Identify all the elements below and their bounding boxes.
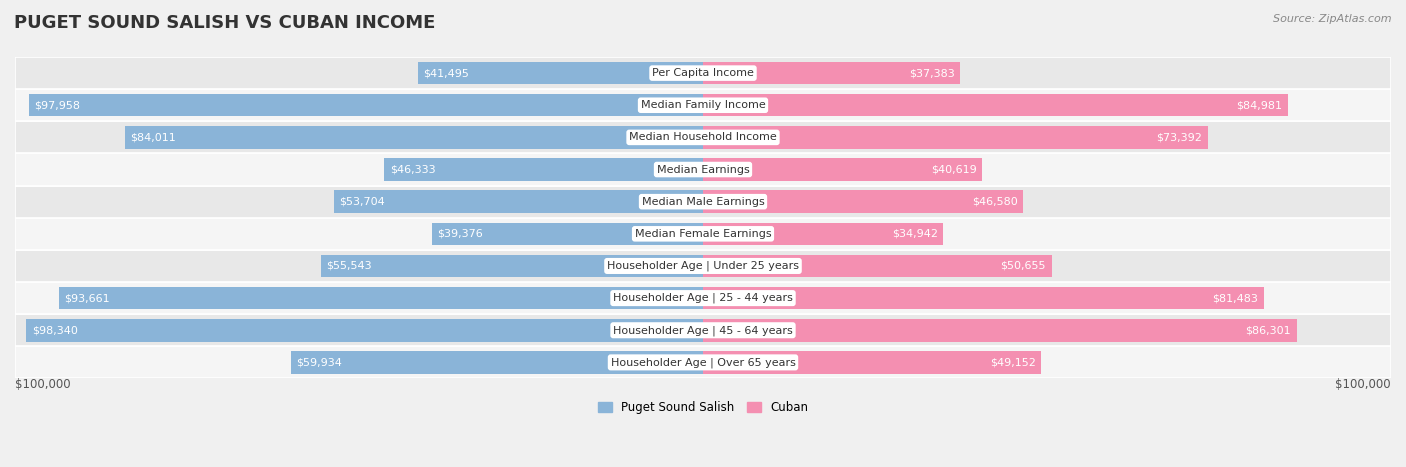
Bar	[30, 94, 703, 116]
Bar	[703, 126, 1208, 149]
Bar	[703, 319, 1296, 341]
Text: $84,981: $84,981	[1236, 100, 1282, 110]
Text: Householder Age | Over 65 years: Householder Age | Over 65 years	[610, 357, 796, 368]
Text: PUGET SOUND SALISH VS CUBAN INCOME: PUGET SOUND SALISH VS CUBAN INCOME	[14, 14, 436, 32]
Text: Householder Age | Under 25 years: Householder Age | Under 25 years	[607, 261, 799, 271]
Text: Householder Age | 25 - 44 years: Householder Age | 25 - 44 years	[613, 293, 793, 304]
Text: $46,333: $46,333	[389, 164, 436, 175]
Text: $49,152: $49,152	[990, 357, 1036, 368]
Bar	[703, 191, 1024, 213]
Text: $37,383: $37,383	[908, 68, 955, 78]
Text: Householder Age | 45 - 64 years: Householder Age | 45 - 64 years	[613, 325, 793, 335]
Bar	[418, 62, 703, 85]
Bar	[703, 287, 1264, 309]
Text: Median Female Earnings: Median Female Earnings	[634, 229, 772, 239]
Text: $86,301: $86,301	[1246, 325, 1291, 335]
Text: Median Family Income: Median Family Income	[641, 100, 765, 110]
Bar	[15, 282, 1391, 314]
Text: $55,543: $55,543	[326, 261, 373, 271]
Bar	[15, 57, 1391, 89]
Text: Per Capita Income: Per Capita Income	[652, 68, 754, 78]
Bar	[703, 255, 1052, 277]
Text: $100,000: $100,000	[1336, 378, 1391, 391]
Bar	[15, 121, 1391, 154]
Text: Median Male Earnings: Median Male Earnings	[641, 197, 765, 207]
Legend: Puget Sound Salish, Cuban: Puget Sound Salish, Cuban	[598, 401, 808, 414]
Text: $97,958: $97,958	[35, 100, 80, 110]
Text: $93,661: $93,661	[65, 293, 110, 303]
Bar	[384, 158, 703, 181]
Bar	[15, 218, 1391, 250]
Text: Median Earnings: Median Earnings	[657, 164, 749, 175]
Bar	[432, 223, 703, 245]
Bar	[703, 158, 983, 181]
Bar	[59, 287, 703, 309]
Bar	[15, 185, 1391, 218]
Bar	[15, 89, 1391, 121]
Bar	[321, 255, 703, 277]
Text: $46,580: $46,580	[972, 197, 1018, 207]
Text: $84,011: $84,011	[131, 132, 176, 142]
Bar	[15, 347, 1391, 378]
Text: $98,340: $98,340	[32, 325, 77, 335]
Text: $50,655: $50,655	[1001, 261, 1046, 271]
Text: $40,619: $40,619	[931, 164, 977, 175]
Text: $41,495: $41,495	[423, 68, 468, 78]
Bar	[703, 223, 943, 245]
Text: $39,376: $39,376	[437, 229, 484, 239]
Bar	[15, 154, 1391, 185]
Text: $53,704: $53,704	[339, 197, 385, 207]
Text: $34,942: $34,942	[891, 229, 938, 239]
Text: $100,000: $100,000	[15, 378, 70, 391]
Text: $73,392: $73,392	[1157, 132, 1202, 142]
Bar	[333, 191, 703, 213]
Text: Median Household Income: Median Household Income	[628, 132, 778, 142]
Bar	[703, 94, 1288, 116]
Text: $59,934: $59,934	[297, 357, 342, 368]
Text: Source: ZipAtlas.com: Source: ZipAtlas.com	[1274, 14, 1392, 24]
Bar	[703, 62, 960, 85]
Bar	[27, 319, 703, 341]
Bar	[15, 314, 1391, 347]
Bar	[291, 351, 703, 374]
Bar	[125, 126, 703, 149]
Bar	[15, 250, 1391, 282]
Text: $81,483: $81,483	[1212, 293, 1258, 303]
Bar	[703, 351, 1042, 374]
